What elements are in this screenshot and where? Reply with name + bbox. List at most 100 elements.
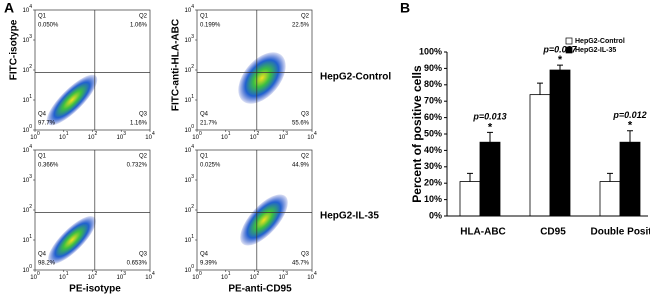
- event-density: [240, 194, 288, 246]
- tick-base: 10: [59, 135, 66, 141]
- significance-mark: *: [558, 54, 563, 66]
- quadrant-percent: 21.7%: [200, 121, 218, 127]
- quadrant-percent: 45.7%: [292, 261, 310, 267]
- y-tick-label: 100%: [419, 46, 442, 56]
- event-density: [48, 216, 96, 264]
- bar: [479, 141, 501, 217]
- tick-base: 10: [185, 98, 192, 104]
- bar: [529, 94, 551, 217]
- tick-exponent: 0: [191, 124, 194, 130]
- x-tick-label: CD95: [540, 227, 566, 238]
- event-density: [46, 74, 98, 126]
- quadrant-name: Q4: [200, 252, 209, 258]
- quadrant-percent: 1.06%: [130, 23, 148, 29]
- tick-base: 10: [250, 135, 257, 141]
- tick-label: 100: [192, 271, 202, 280]
- tick-exponent: 1: [191, 94, 194, 100]
- tick-exponent: 2: [191, 64, 194, 70]
- tick-label: 102: [23, 204, 33, 213]
- event-density: [238, 52, 286, 104]
- tick-base: 10: [185, 238, 192, 244]
- tick-base: 10: [145, 135, 152, 141]
- tick-label: 104: [307, 271, 317, 280]
- tick-exponent: 4: [314, 131, 317, 137]
- quadrant-percent: 55.6%: [292, 121, 310, 127]
- legend-label: HepG2-Control: [575, 38, 625, 45]
- tick-exponent: 4: [314, 271, 317, 277]
- tick-exponent: 3: [191, 34, 194, 40]
- tick-exponent: 0: [29, 264, 32, 270]
- y-tick-label: 20%: [424, 178, 442, 188]
- tick-exponent: 2: [29, 204, 32, 210]
- tick-label: 102: [250, 271, 260, 280]
- tick-base: 10: [23, 38, 30, 44]
- quadrant-name: Q1: [200, 154, 209, 160]
- tick-label: 101: [221, 271, 231, 280]
- tick-label: 100: [23, 124, 33, 133]
- tick-base: 10: [23, 238, 30, 244]
- y-tick-label: 40%: [424, 145, 442, 155]
- error-bar: [607, 172, 613, 182]
- tick-label: 104: [307, 131, 317, 140]
- tick-label: 103: [185, 174, 195, 183]
- tick-base: 10: [59, 275, 66, 281]
- quadrant-name: Q2: [139, 14, 148, 20]
- tick-base: 10: [117, 135, 124, 141]
- quadrant-percent: 0.366%: [38, 163, 59, 169]
- tick-base: 10: [221, 135, 228, 141]
- tick-base: 10: [23, 128, 30, 134]
- tick-base: 10: [23, 98, 30, 104]
- tick-exponent: 0: [37, 271, 40, 277]
- tick-base: 10: [185, 268, 192, 274]
- tick-label: 100: [185, 264, 195, 273]
- tick-exponent: 2: [256, 131, 259, 137]
- tick-exponent: 2: [191, 204, 194, 210]
- tick-label: 104: [23, 144, 33, 153]
- tick-label: 100: [30, 131, 40, 140]
- tick-exponent: 3: [29, 174, 32, 180]
- quadrant-percent: 0.732%: [127, 163, 148, 169]
- tick-label: 101: [59, 131, 69, 140]
- tick-label: 101: [23, 94, 33, 103]
- tick-exponent: 0: [29, 124, 32, 130]
- tick-exponent: 0: [37, 131, 40, 137]
- tick-base: 10: [30, 275, 37, 281]
- tick-exponent: 0: [191, 264, 194, 270]
- tick-base: 10: [88, 275, 95, 281]
- quadrant-name: Q2: [301, 14, 310, 20]
- quadrant-percent: 44.9%: [292, 163, 310, 169]
- quadrant-percent: 0.025%: [200, 163, 221, 169]
- tick-label: 100: [192, 131, 202, 140]
- tick-label: 103: [117, 271, 127, 280]
- tick-base: 10: [185, 178, 192, 184]
- error-bar: [627, 130, 633, 143]
- quadrant-name: Q1: [38, 154, 47, 160]
- y-tick-label: 80%: [424, 79, 442, 89]
- tick-base: 10: [88, 135, 95, 141]
- quadrant-name: Q4: [38, 112, 47, 118]
- error-bar: [557, 64, 563, 71]
- quadrant-name: Q1: [38, 14, 47, 20]
- quadrant-name: Q3: [301, 112, 310, 118]
- y-tick-label: 30%: [424, 161, 442, 171]
- quadrant-name: Q2: [139, 154, 148, 160]
- tick-exponent: 2: [29, 64, 32, 70]
- error-bar: [537, 82, 543, 95]
- tick-label: 103: [185, 34, 195, 43]
- quadrant-percent: 1.16%: [130, 121, 148, 127]
- tick-exponent: 2: [94, 271, 97, 277]
- tick-exponent: 0: [199, 271, 202, 277]
- tick-base: 10: [185, 208, 192, 214]
- p-value: p=0.037: [542, 44, 577, 54]
- legend-swatch: [565, 46, 573, 54]
- x-axis-label: PE-anti-CD95: [228, 284, 292, 295]
- tick-exponent: 1: [29, 234, 32, 240]
- quadrant-name: Q3: [139, 252, 148, 258]
- tick-exponent: 3: [285, 271, 288, 277]
- p-value: p=0.013: [472, 112, 506, 122]
- tick-exponent: 1: [29, 94, 32, 100]
- tick-label: 101: [221, 131, 231, 140]
- significance-mark: *: [628, 120, 633, 132]
- y-tick-label: 10%: [424, 194, 442, 204]
- x-tick-label: HLA-ABC: [460, 227, 506, 238]
